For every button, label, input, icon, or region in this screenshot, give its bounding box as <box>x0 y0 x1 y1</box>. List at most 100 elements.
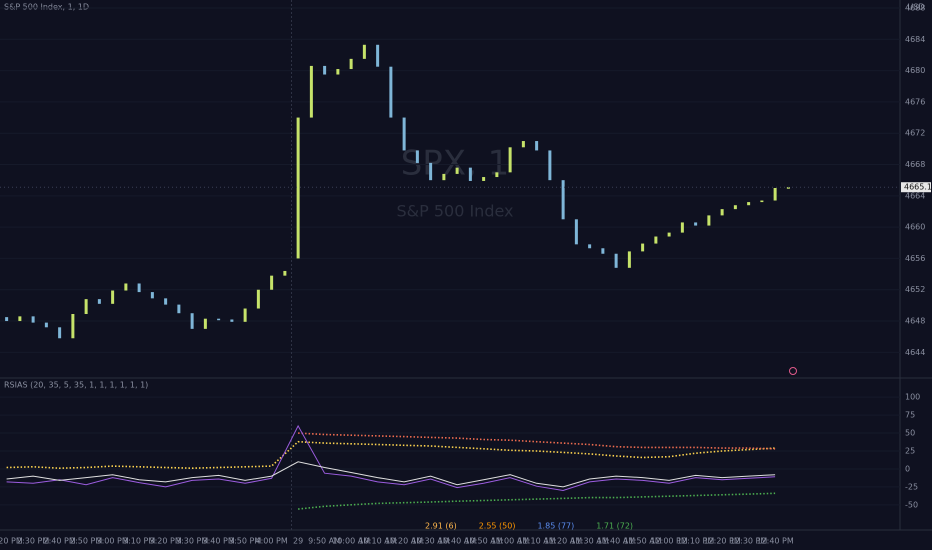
candle <box>468 167 472 181</box>
x-tick-label: 2:40 PM <box>44 537 76 546</box>
x-tick-label: 4:00 PM <box>256 537 288 546</box>
currency: USD <box>907 3 924 12</box>
candle <box>18 316 22 322</box>
y-tick-label: 4664 <box>905 191 925 200</box>
candle <box>97 299 101 304</box>
candle <box>641 243 645 252</box>
candle <box>707 215 711 226</box>
x-tick-label: 3:00 PM <box>97 537 129 546</box>
x-tick-label: 11:10 AM <box>518 537 556 546</box>
indicator-line <box>6 424 776 492</box>
candle <box>31 316 35 323</box>
y-tick-label: 4668 <box>905 160 925 169</box>
candle <box>164 298 168 305</box>
readout: 2.91 (6) <box>425 522 457 531</box>
candle <box>773 188 777 201</box>
candle <box>389 66 393 118</box>
candle <box>349 58 353 70</box>
y-tick-label: 4684 <box>905 35 925 44</box>
event-marker[interactable] <box>789 367 797 375</box>
readout: 1.85 (77) <box>537 522 574 531</box>
candle <box>150 292 154 299</box>
y-tick-label: 0 <box>905 464 910 473</box>
candle <box>84 299 88 314</box>
x-tick-label: 10:10 AM <box>359 537 397 546</box>
indicator-line <box>298 432 776 450</box>
candle <box>270 275 274 290</box>
x-tick-label: 12:30 PM <box>730 537 767 546</box>
y-tick-label: -50 <box>905 500 918 509</box>
watermark: SPX, 1 <box>401 144 510 184</box>
y-tick-label: 4680 <box>905 66 925 75</box>
candle <box>230 319 234 322</box>
candle <box>627 251 631 268</box>
x-tick-label: 10:40 AM <box>438 537 476 546</box>
candle <box>376 44 380 67</box>
candle <box>323 65 327 75</box>
x-tick-label: 9:50 AM <box>308 537 341 546</box>
candle <box>521 141 525 148</box>
candle <box>5 317 9 322</box>
candle <box>71 314 75 339</box>
candle <box>588 244 592 249</box>
x-tick-label: 3:20 PM <box>150 537 182 546</box>
y-tick-label: 4652 <box>905 285 925 294</box>
candle <box>296 117 300 259</box>
candle <box>309 65 313 118</box>
y-tick-label: -25 <box>905 482 918 491</box>
x-tick-label: 12:00 PM <box>650 537 687 546</box>
x-tick-label: 11:00 AM <box>491 537 529 546</box>
last-price-box <box>901 182 931 193</box>
candle <box>362 44 366 59</box>
readout: 1.71 (72) <box>596 522 633 531</box>
y-tick-label: 4672 <box>905 129 925 138</box>
candle <box>574 219 578 245</box>
y-tick-label: 75 <box>905 411 915 420</box>
x-tick-label: 11:20 AM <box>544 537 582 546</box>
candle <box>733 205 737 210</box>
x-tick-label: 10:50 AM <box>465 537 503 546</box>
candle <box>217 318 221 321</box>
x-tick-label: 12:10 PM <box>677 537 714 546</box>
candle <box>482 177 486 181</box>
candle <box>137 283 141 293</box>
candle <box>190 313 194 329</box>
candle <box>786 187 790 189</box>
readout: 2.55 (50) <box>479 522 516 531</box>
x-tick-label: 10:30 AM <box>412 537 450 546</box>
candle <box>415 150 419 163</box>
candle <box>601 248 605 254</box>
candle <box>508 147 512 173</box>
candle <box>177 304 181 314</box>
x-tick-label: 10:00 AM <box>332 537 370 546</box>
indicator-title: RSIAS (20, 35, 5, 35, 1, 1, 1, 1, 1, 1) <box>4 381 148 390</box>
indicator-line <box>298 492 776 510</box>
y-tick-label: 4656 <box>905 254 925 263</box>
last-price-label: 4665.1 <box>904 183 932 192</box>
x-tick-label: 2:30 PM <box>17 537 49 546</box>
candle <box>694 222 698 226</box>
candle <box>58 327 62 339</box>
x-tick-label: 11:30 AM <box>571 537 609 546</box>
x-tick-label: 12:40 PM <box>756 537 793 546</box>
y-tick-label: 4648 <box>905 317 925 326</box>
x-tick-label: 3:40 PM <box>203 537 235 546</box>
candle <box>336 69 340 75</box>
x-tick-label: 10:20 AM <box>385 537 423 546</box>
indicator-line <box>6 461 776 488</box>
candle <box>256 289 260 309</box>
y-tick-label: 25 <box>905 447 915 456</box>
watermark-subtitle: S&P 500 Index <box>396 202 513 221</box>
x-tick-label: 29 <box>293 537 303 546</box>
x-tick-label: 2:50 PM <box>70 537 102 546</box>
candle <box>243 308 247 322</box>
x-tick-label: 3:50 PM <box>229 537 261 546</box>
candle <box>455 167 459 174</box>
candle <box>111 290 115 304</box>
candle <box>548 150 552 181</box>
x-tick-label: 2:20 PM <box>0 537 23 546</box>
candle <box>680 222 684 233</box>
x-tick-label: 12:20 PM <box>703 537 740 546</box>
